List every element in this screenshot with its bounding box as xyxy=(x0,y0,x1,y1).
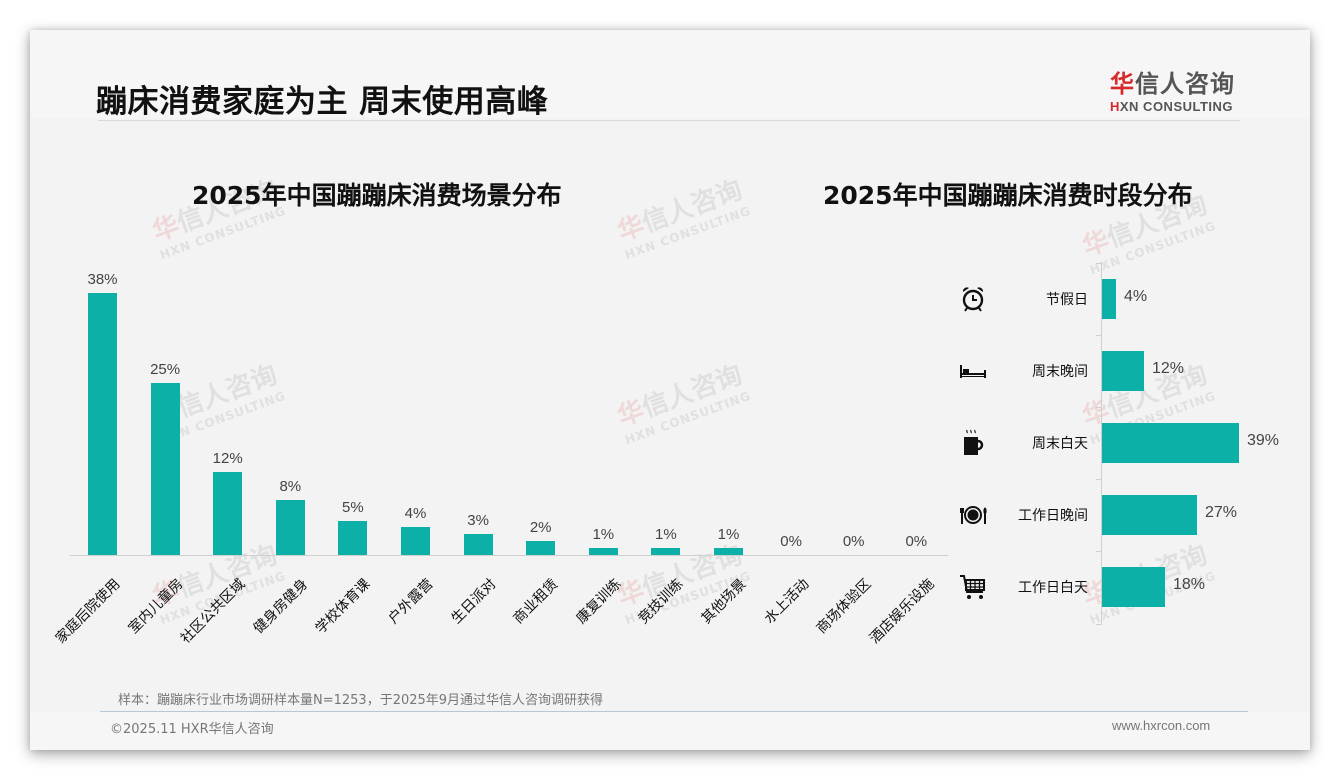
y-axis-label: 周末白天 xyxy=(1032,436,1088,452)
axis-tick xyxy=(1096,479,1101,480)
bar xyxy=(463,534,493,555)
logo-english-rest: XN CONSULTING xyxy=(1119,99,1234,114)
bar-value-label: 25% xyxy=(150,361,181,378)
logo-english-accent: H xyxy=(1110,99,1120,114)
bar-group: 1% xyxy=(651,259,681,555)
axis-tick xyxy=(1096,335,1101,336)
dinner-plate-icon xyxy=(958,500,988,530)
bar-value-label: 4% xyxy=(404,505,427,522)
website-link[interactable]: www.hxrcon.com xyxy=(1112,718,1211,733)
bar-value-label: 12% xyxy=(212,450,243,467)
bar xyxy=(275,500,305,555)
bar-group: 0% xyxy=(902,259,931,555)
x-axis-line xyxy=(70,555,948,556)
bar-value-label: 38% xyxy=(87,271,118,288)
bed-icon xyxy=(958,356,988,386)
bar-value-label: 12% xyxy=(1152,360,1185,377)
bar-value-label: 0% xyxy=(905,533,928,550)
bar xyxy=(213,472,243,555)
bar xyxy=(1102,423,1239,463)
y-axis-label: 工作日晚间 xyxy=(1018,508,1088,524)
bar xyxy=(1102,279,1116,319)
bar-value-label: 8% xyxy=(279,478,302,495)
bar xyxy=(338,521,368,555)
bar-value-label: 3% xyxy=(467,512,489,529)
bar xyxy=(651,548,681,555)
axis-tick xyxy=(1096,624,1101,625)
bar-group: 0% xyxy=(777,259,806,555)
time-row: 工作日晚间 27% xyxy=(30,495,1310,535)
axis-tick xyxy=(1096,407,1101,408)
page-title: 蹦床消费家庭为主 周末使用高峰 xyxy=(96,84,549,120)
bar-group: 0% xyxy=(839,259,868,555)
bar-value-label: 5% xyxy=(342,499,364,516)
header-band xyxy=(30,30,1310,118)
bar xyxy=(88,293,117,555)
bar-group: 1% xyxy=(588,259,618,555)
footer-divider xyxy=(100,711,1248,712)
bar-value-label: 4% xyxy=(1124,288,1148,305)
company-logo: 华信人咨询 HXN CONSULTING xyxy=(1110,64,1240,114)
bar xyxy=(150,383,180,555)
bar-value-label: 0% xyxy=(842,533,865,550)
bar-group: 8% xyxy=(275,259,305,555)
time-chart-title: 2025年中国蹦蹦床消费时段分布 xyxy=(823,181,1193,210)
bar-value-label: 1% xyxy=(655,526,677,543)
bar-value-label: 18% xyxy=(1173,576,1206,593)
y-axis-line xyxy=(1101,263,1102,625)
time-row: 工作日白天 18% xyxy=(30,567,1310,607)
bar-group: 5% xyxy=(338,259,368,555)
coffee-cup-icon xyxy=(958,428,988,458)
bar-value-label: 1% xyxy=(592,526,615,543)
bar-value-label: 39% xyxy=(1247,432,1280,449)
slide: 蹦床消费家庭为主 周末使用高峰 华信人咨询 HXN CONSULTING 华信人… xyxy=(30,30,1310,750)
bar-group: 38% xyxy=(87,259,118,555)
copyright-text: ©2025.11 HXR华信人咨询 xyxy=(110,722,274,737)
bar-value-label: 27% xyxy=(1205,504,1238,521)
footer-band xyxy=(30,712,1310,750)
bar-group: 3% xyxy=(463,259,493,555)
bar-group: 12% xyxy=(213,259,243,555)
time-row: 节假日 4% xyxy=(30,279,1310,319)
title-divider xyxy=(98,120,1240,121)
shopping-cart-icon xyxy=(958,572,988,602)
bar-group: 25% xyxy=(150,259,180,555)
time-row: 周末晚间 12% xyxy=(30,351,1310,391)
bar-group: 4% xyxy=(401,259,430,555)
bar-value-label: 2% xyxy=(529,519,552,536)
bar xyxy=(1102,351,1144,391)
y-axis-label: 周末晚间 xyxy=(1032,364,1088,380)
bar xyxy=(714,548,743,555)
bar-value-label: 1% xyxy=(717,526,740,543)
alarm-clock-icon xyxy=(958,284,988,314)
axis-tick xyxy=(1096,551,1101,552)
y-axis-label: 工作日白天 xyxy=(1018,580,1088,596)
bar xyxy=(401,527,430,555)
bar-value-label: 0% xyxy=(780,533,802,550)
logo-chinese-rest: 信人咨询 xyxy=(1135,70,1235,98)
scene-bar-chart: 38% 25% 12% 8% 5% 4% 3% 2% 1% 1% 1% 0% 0% 0% xyxy=(70,260,948,556)
logo-chinese: 华信人咨询 xyxy=(1110,64,1240,99)
bar-group: 2% xyxy=(526,259,556,555)
logo-chinese-accent: 华 xyxy=(1110,70,1135,98)
bar xyxy=(588,548,618,555)
scene-chart-title: 2025年中国蹦蹦床消费场景分布 xyxy=(192,181,562,210)
sample-note: 样本：蹦蹦床行业市场调研样本量N=1253，于2025年9月通过华信人咨询调研获… xyxy=(118,693,604,708)
time-row: 周末白天 39% xyxy=(30,423,1310,463)
y-axis-label: 节假日 xyxy=(1046,292,1088,308)
bar xyxy=(1102,567,1165,607)
bar xyxy=(1102,495,1197,535)
axis-tick xyxy=(1096,263,1101,264)
bar-group: 1% xyxy=(714,259,743,555)
logo-english: HXN CONSULTING xyxy=(1110,99,1240,114)
bar xyxy=(526,541,556,555)
